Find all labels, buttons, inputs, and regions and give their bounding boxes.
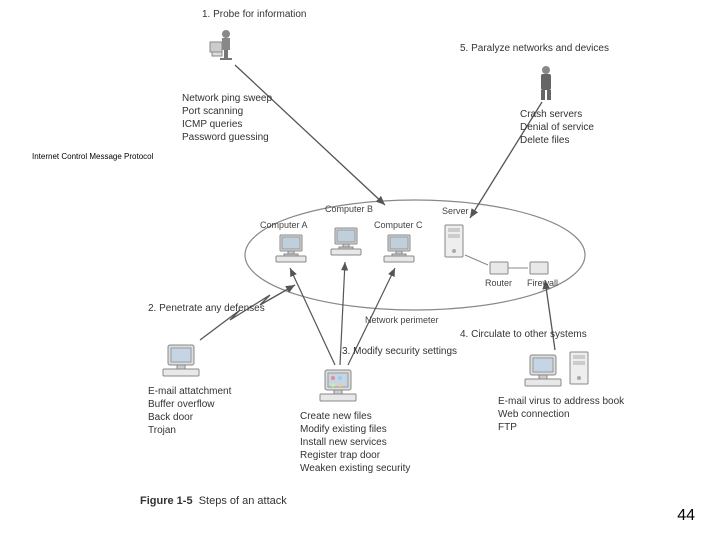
step3-item: Install new services	[300, 436, 410, 449]
step4-item: Web connection	[498, 408, 624, 421]
server-icon	[445, 225, 463, 257]
step2-item: Buffer overflow	[148, 398, 231, 411]
attacker-standing-icon	[541, 66, 551, 100]
step4-items: E-mail virus to address book Web connect…	[498, 395, 624, 434]
step4-server-icon	[570, 352, 588, 384]
caption-label: Figure 1-5	[140, 495, 193, 507]
step3-items: Create new files Modify existing files I…	[300, 410, 410, 475]
page-number: 44	[677, 507, 695, 525]
attack-diagram: 1. Probe for information Network ping sw…	[130, 0, 690, 510]
step5-item: Denial of service	[520, 121, 594, 134]
step5-item: Crash servers	[520, 108, 594, 121]
step2-computer-icon	[163, 345, 199, 376]
attacker-seated-icon	[210, 30, 232, 60]
step1-item: Password guessing	[182, 131, 272, 144]
step5-items: Crash servers Denial of service Delete f…	[520, 108, 594, 147]
step1-item: Port scanning	[182, 105, 272, 118]
step3-item: Register trap door	[300, 449, 410, 462]
step1-title: 1. Probe for information	[202, 8, 307, 21]
step1-item: Network ping sweep	[182, 92, 272, 105]
label-computer-a: Computer A	[260, 220, 308, 232]
step2-title-text: 2. Penetrate any defenses	[148, 302, 265, 315]
step3-item: Create new files	[300, 410, 410, 423]
step3-title: 3. Modify security settings	[342, 345, 457, 358]
step3-computer-icon	[320, 370, 356, 401]
step5-item: Delete files	[520, 134, 594, 147]
step2-item: Trojan	[148, 424, 231, 437]
step3-item: Weaken existing security	[300, 462, 410, 475]
step5-title: 5. Paralyze networks and devices	[460, 42, 609, 55]
step2-item: E-mail attatchment	[148, 385, 231, 398]
firewall-icon	[530, 262, 548, 274]
step4-computer-icon	[525, 355, 561, 386]
label-computer-c: Computer C	[374, 220, 423, 232]
label-computer-b: Computer B	[325, 204, 373, 216]
step1-items: Network ping sweep Port scanning ICMP qu…	[182, 92, 272, 144]
label-router: Router	[485, 278, 512, 290]
step2-items: E-mail attatchment Buffer overflow Back …	[148, 385, 231, 437]
label-server: Server	[442, 206, 469, 218]
arrow-3a	[290, 268, 335, 365]
figure-caption: Figure 1-5 Steps of an attack	[140, 495, 287, 507]
computer-a-icon	[276, 235, 306, 262]
computer-b-icon	[331, 228, 361, 255]
computer-c-icon	[384, 235, 414, 262]
router-icon	[490, 262, 508, 274]
label-perimeter: Network perimeter	[365, 315, 439, 327]
step3-item: Modify existing files	[300, 423, 410, 436]
label-firewall: Firewall	[527, 278, 558, 290]
step4-item: FTP	[498, 421, 624, 434]
step2-title: 2. Penetrate any defenses	[148, 302, 265, 315]
step1-item: ICMP queries	[182, 118, 272, 131]
caption-text: Steps of an attack	[199, 495, 287, 507]
step4-item: E-mail virus to address book	[498, 395, 624, 408]
step2-item: Back door	[148, 411, 231, 424]
step4-title: 4. Circulate to other systems	[460, 328, 587, 341]
